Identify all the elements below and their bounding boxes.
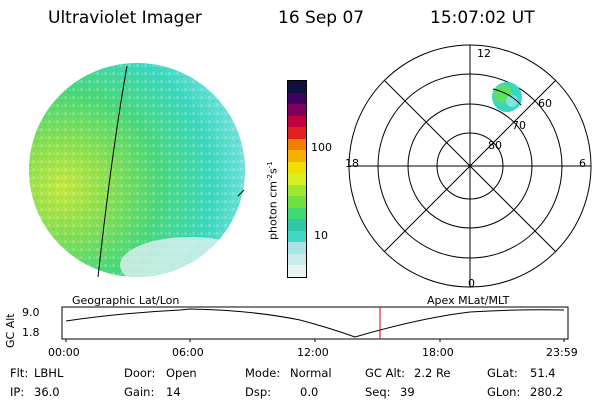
instrument-title: Ultraviolet Imager	[48, 8, 202, 28]
time-label: 15:07:02 UT	[430, 8, 535, 28]
lat-label-60: 60	[538, 97, 552, 110]
colorbar-tick-100: 100	[311, 141, 332, 154]
dsp-value: 0.0	[300, 385, 319, 399]
colorbar-swatch	[288, 265, 306, 277]
ip-label: IP:	[10, 385, 25, 399]
gcalt-label: GC Alt:	[365, 366, 406, 380]
seq-label: Seq:	[365, 385, 391, 399]
colorbar-swatch	[288, 207, 306, 220]
colorbar-swatch	[288, 196, 306, 208]
altitude-curve	[65, 308, 565, 338]
colorbar-swatch	[288, 173, 306, 185]
gain-label: Gain:	[124, 385, 155, 399]
mlt-label-0: 0	[468, 277, 475, 290]
gain-value: 14	[166, 385, 181, 399]
mlt-label-12: 12	[477, 47, 491, 60]
time-tick-2359: 23:59	[546, 346, 578, 359]
colorbar-swatch	[288, 253, 306, 266]
colorbar-swatch	[288, 115, 306, 128]
glat-value: 51.4	[530, 366, 556, 380]
altitude-ytick-low: 1.8	[22, 326, 40, 339]
time-tick-0600: 06:00	[172, 346, 204, 359]
colorbar-swatch	[288, 242, 306, 254]
glon-label: GLon:	[487, 385, 521, 399]
seq-value: 39	[400, 385, 415, 399]
colorbar-swatch	[288, 161, 306, 174]
flt-label: Flt:	[10, 366, 29, 380]
glon-value: 280.2	[530, 385, 563, 399]
mode-value: Normal	[290, 366, 332, 380]
time-tick-0000: 00:00	[48, 346, 80, 359]
colorbar-swatch	[288, 184, 306, 197]
time-tick-1800: 18:00	[422, 346, 454, 359]
colorbar	[287, 80, 307, 278]
colorbar-swatch	[288, 219, 306, 231]
colorbar-swatch	[288, 104, 306, 116]
gcalt-value: 2.2 Re	[414, 366, 451, 380]
lat-label-70: 70	[512, 119, 526, 132]
mode-label: Mode:	[245, 366, 281, 380]
altitude-ytick-high: 9.0	[22, 306, 40, 319]
colorbar-swatch	[288, 230, 306, 243]
terminator-line	[97, 65, 128, 278]
glat-label: GLat:	[487, 366, 518, 380]
mlt-label-18: 18	[345, 157, 359, 170]
colorbar-swatch	[288, 138, 306, 151]
flt-value: LBHL	[34, 366, 64, 380]
door-value: Open	[166, 366, 197, 380]
apex-label: Apex MLat/MLT	[427, 294, 510, 307]
aurora-spot	[492, 82, 522, 112]
lat-label-80: 80	[488, 139, 502, 152]
colorbar-swatch	[288, 127, 306, 139]
colorbar-swatch	[288, 150, 306, 162]
dsp-label: Dsp:	[245, 385, 272, 399]
colorbar-swatch	[288, 92, 306, 105]
geographic-label: Geographic Lat/Lon	[72, 294, 180, 307]
date-label: 16 Sep 07	[278, 8, 365, 28]
colorbar-tick-10: 10	[314, 229, 328, 242]
colorbar-swatch	[288, 80, 306, 93]
ip-value: 36.0	[34, 385, 60, 399]
time-tick-1200: 12:00	[297, 346, 329, 359]
mlt-label-6: 6	[579, 157, 586, 170]
door-label: Door:	[124, 366, 156, 380]
